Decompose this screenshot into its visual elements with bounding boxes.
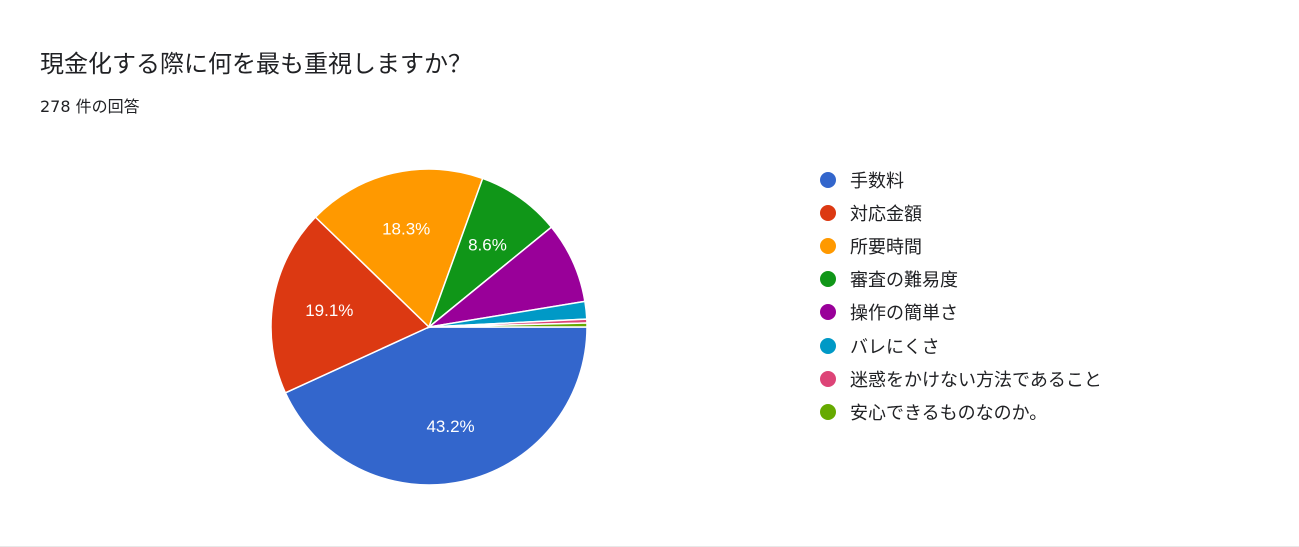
pie-slice-0[interactable] — [284, 326, 588, 486]
slice-percent-label: 18.3% — [382, 219, 430, 238]
legend-label: 所要時間 — [850, 236, 922, 258]
slice-percent-label: 43.2% — [426, 417, 474, 436]
legend-item-1[interactable]: 対応金額 — [820, 196, 1102, 229]
legend-item-0[interactable]: 手数料 — [820, 163, 1102, 196]
pie-slice-7[interactable] — [428, 322, 588, 328]
legend-swatch — [820, 337, 836, 354]
legend-swatch — [820, 204, 836, 221]
legend-item-7[interactable]: 安心できるものなのか。 — [820, 395, 1102, 428]
legend-label: 操作の簡単さ — [850, 303, 958, 325]
legend-swatch — [820, 171, 836, 188]
legend-swatch — [820, 304, 836, 321]
legend-label: 審査の難易度 — [850, 270, 958, 292]
response-count: 278 件の回答 — [40, 97, 140, 116]
slice-percent-label: 8.6% — [468, 236, 507, 255]
pie-slice-3[interactable] — [427, 177, 553, 330]
legend-item-2[interactable]: 所要時間 — [820, 229, 1102, 262]
pie-slice-2[interactable] — [314, 168, 484, 329]
legend-label: 対応金額 — [850, 203, 922, 225]
legend-swatch — [820, 271, 836, 288]
slice-percent-label: 19.1% — [305, 301, 353, 320]
legend-swatch — [820, 237, 836, 254]
pie-chart: 43.2% 19.1% 18.3% 8.6% — [270, 168, 588, 486]
legend-item-5[interactable]: バレにくさ — [820, 329, 1102, 362]
legend-swatch — [820, 370, 836, 387]
legend-item-3[interactable]: 審査の難易度 — [820, 263, 1102, 296]
legend-label: バレにくさ — [850, 336, 940, 358]
legend-label: 手数料 — [850, 170, 904, 192]
chart-legend: 手数料対応金額所要時間審査の難易度 操作の簡単さ バレにくさ迷惑をかけない方法である… — [820, 163, 1102, 429]
legend-label: 安心できるものなのか。 — [850, 402, 1048, 424]
legend-item-4[interactable]: 操作の簡単さ — [820, 296, 1102, 329]
legend-swatch — [820, 403, 836, 420]
chart-title: 現金化する際に何を最も重視しますか？ — [40, 50, 472, 78]
pie-slice-1[interactable] — [270, 216, 431, 394]
legend-item-6[interactable]: 迷惑をかけない方法であること — [820, 362, 1102, 395]
legend-label: 迷惑をかけない方法であること — [850, 369, 1102, 391]
